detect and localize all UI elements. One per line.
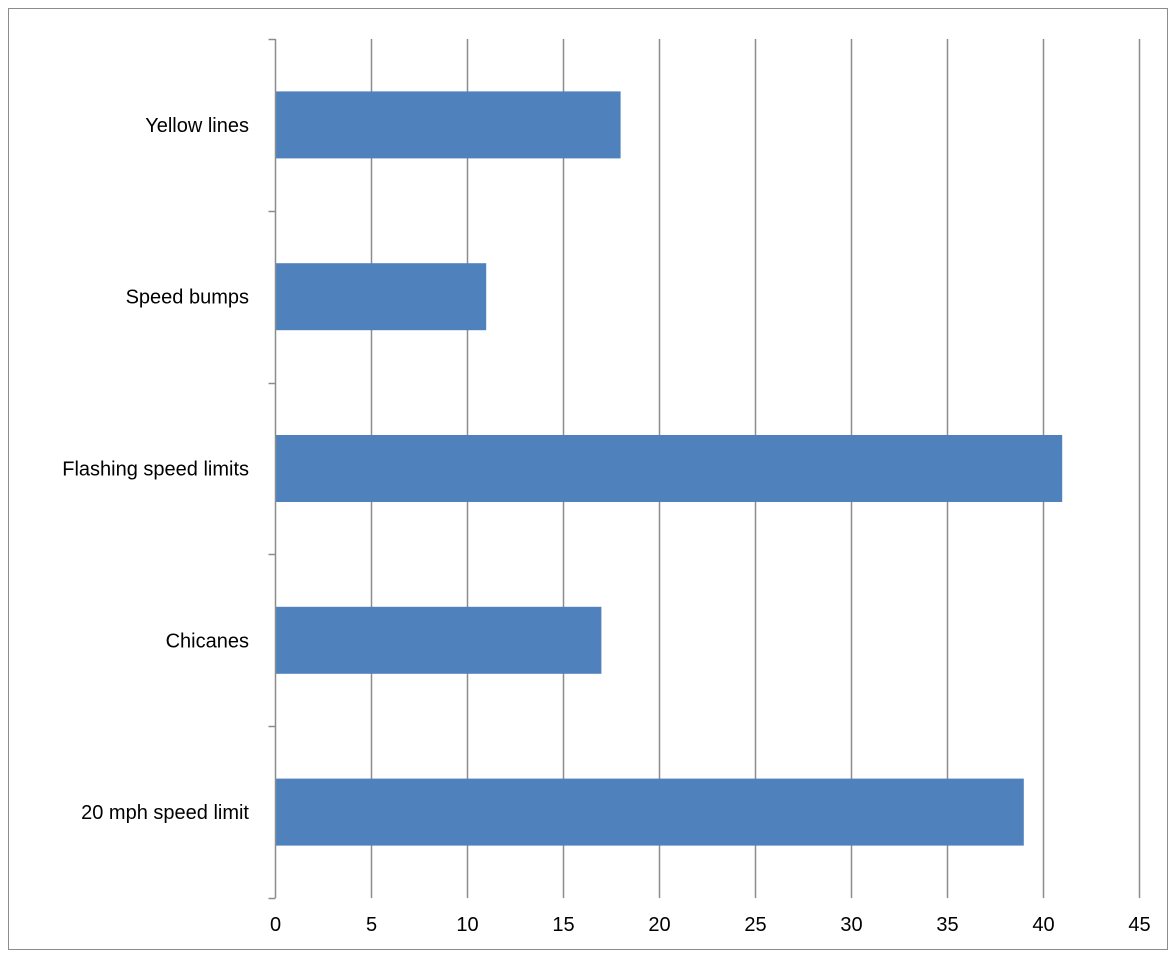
x-tick-label-20: 20 xyxy=(648,914,670,936)
category-label-chicanes: Chicanes xyxy=(166,630,249,652)
bar-chart: 0 5 10 15 20 25 30 35 40 45 20 mph speed limit Chic… xyxy=(62,38,1151,936)
bar-flashing-speed-limits xyxy=(276,434,1063,503)
x-tick-label-35: 35 xyxy=(936,914,958,936)
chart-frame: 0 5 10 15 20 25 30 35 40 45 20 mph speed limit Chic… xyxy=(8,8,1168,950)
labels: 0 5 10 15 20 25 30 35 40 45 20 mph speed limit Chic… xyxy=(62,115,1150,936)
x-tick-label-30: 30 xyxy=(840,914,862,936)
category-label-yellow-lines: Yellow lines xyxy=(145,115,249,137)
bar-yellow-lines xyxy=(276,91,621,159)
category-label-speed-bumps: Speed bumps xyxy=(126,287,249,309)
x-tick-label-5: 5 xyxy=(366,914,377,936)
category-label-20-mph-speed-limit: 20 mph speed limit xyxy=(81,802,249,824)
category-label-flashing-speed-limits: Flashing speed limits xyxy=(62,459,249,481)
x-tick-label-45: 45 xyxy=(1128,914,1150,936)
x-tick-label-40: 40 xyxy=(1032,914,1054,936)
bars xyxy=(276,91,1063,846)
x-tick-label-0: 0 xyxy=(270,914,281,936)
x-tick-label-15: 15 xyxy=(552,914,574,936)
x-tick-label-10: 10 xyxy=(456,914,478,936)
x-tick-label-25: 25 xyxy=(744,914,766,936)
bar-20-mph-speed-limit xyxy=(276,778,1024,846)
axes xyxy=(268,38,277,900)
bar-speed-bumps xyxy=(276,263,487,331)
bar-chicanes xyxy=(276,606,602,674)
